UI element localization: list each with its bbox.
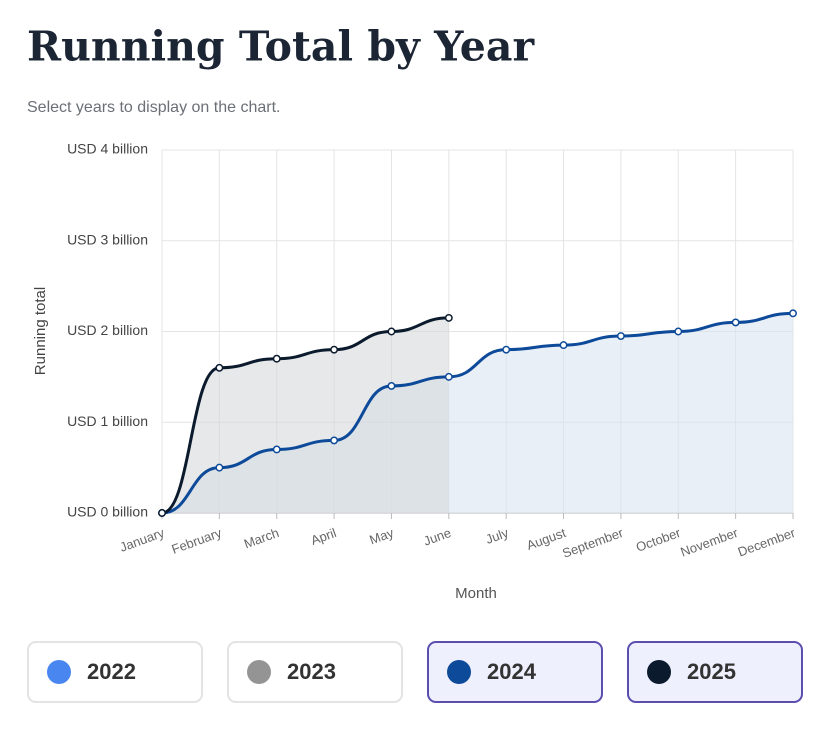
legend-label: 2025 — [687, 659, 736, 684]
data-point — [387, 327, 396, 336]
y-tick-label: USD 4 billion — [67, 141, 148, 157]
legend-swatch — [647, 660, 671, 684]
legend-button[interactable]: 2022 — [27, 641, 203, 703]
data-point — [330, 345, 339, 354]
data-point — [559, 341, 568, 350]
y-axis-label: Running total — [32, 287, 49, 375]
legend-swatch — [247, 660, 271, 684]
chart-title: Running Total by Year — [27, 23, 535, 71]
x-tick-label: September — [560, 525, 626, 561]
legend-label: 2022 — [87, 659, 136, 684]
data-point — [158, 509, 166, 517]
legend-button[interactable]: 2023 — [227, 641, 403, 703]
areas — [162, 313, 793, 513]
x-tick-label: October — [634, 525, 683, 555]
x-tick-label: January — [118, 525, 167, 555]
points — [158, 309, 797, 517]
x-tick-label: February — [170, 525, 224, 557]
y-tick-label: USD 0 billion — [67, 504, 148, 520]
x-tick-label: December — [736, 525, 798, 560]
data-point — [789, 309, 797, 318]
area-fill — [162, 317, 449, 513]
legend-label: 2023 — [287, 659, 336, 684]
data-point — [215, 463, 224, 472]
data-point — [731, 318, 740, 327]
x-tick-label: April — [309, 525, 339, 548]
x-tick-label: July — [484, 525, 511, 547]
data-point — [444, 372, 453, 381]
data-point — [272, 354, 281, 363]
data-point — [215, 363, 224, 372]
data-point — [616, 332, 625, 340]
x-tick-label: November — [678, 525, 740, 560]
legend-swatch — [47, 660, 71, 684]
x-tick-label: May — [367, 525, 396, 548]
legend-swatch — [447, 660, 471, 684]
data-point — [674, 327, 683, 336]
data-point — [387, 382, 396, 390]
chart: Running Total by Year Select years to di… — [27, 23, 798, 602]
x-tick-label: June — [421, 525, 453, 549]
y-tick-label: USD 1 billion — [67, 413, 148, 429]
legend-button[interactable]: 2024 — [427, 641, 603, 703]
data-point — [444, 313, 453, 322]
data-point — [502, 345, 511, 354]
x-tick-label: March — [242, 525, 281, 551]
y-tick-label: USD 2 billion — [67, 322, 148, 338]
x-axis-label: Month — [455, 585, 497, 602]
legend-label: 2024 — [487, 659, 536, 684]
chart-subtitle: Select years to display on the chart. — [27, 99, 280, 116]
y-tick-label: USD 3 billion — [67, 231, 148, 247]
legend-button[interactable]: 2025 — [627, 641, 803, 703]
data-point — [330, 436, 339, 445]
data-point — [272, 445, 281, 454]
